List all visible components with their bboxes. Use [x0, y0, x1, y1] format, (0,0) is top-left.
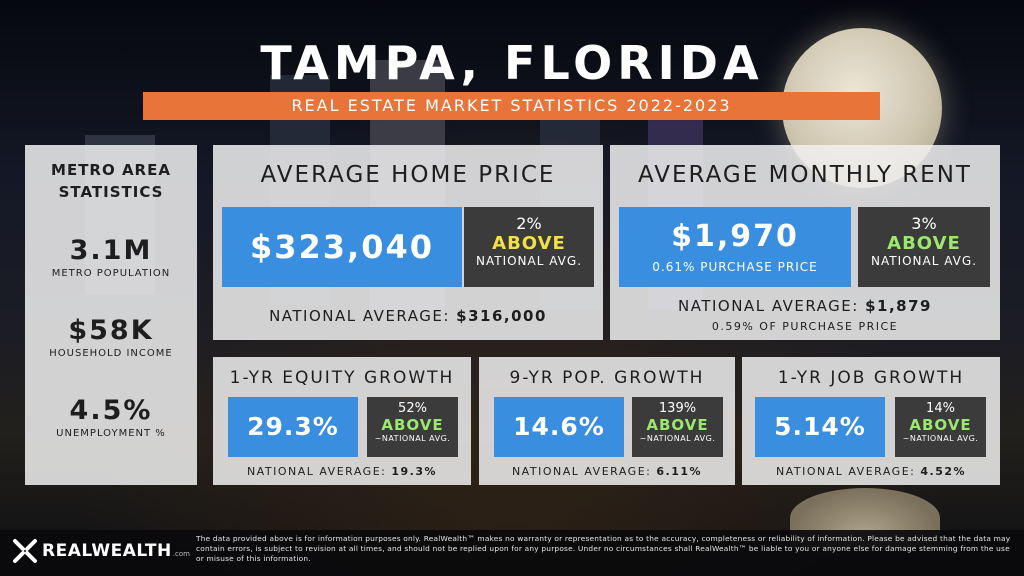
rent-compare-box: 3% ABOVE NATIONAL AVG. — [858, 207, 990, 287]
jobs-national: NATIONAL AVERAGE: 4.52% — [742, 465, 1000, 478]
rent-national-value: $1,879 — [865, 297, 932, 315]
population-compare: ~NATIONAL AVG. — [639, 434, 716, 443]
equity-value: 29.3% — [247, 412, 339, 441]
equity-national-value: 19.3% — [391, 465, 438, 478]
home-price-national: NATIONAL AVERAGE: $316,000 — [213, 307, 603, 325]
metro-stat: $58K HOUSEHOLD INCOME — [25, 315, 197, 359]
home-price-compare-box: 2% ABOVE NATIONAL AVG. — [464, 207, 594, 287]
rent-direction: ABOVE — [887, 233, 961, 254]
population-national-value: 6.11% — [656, 465, 703, 478]
jobs-value: 5.14% — [774, 412, 866, 441]
equity-compare-box: 52% ABOVE ~NATIONAL AVG. — [367, 397, 458, 457]
unemployment-value: 4.5% — [69, 395, 153, 426]
population-value: 14.6% — [513, 412, 605, 441]
metro-heading: METRO AREA STATISTICS — [25, 159, 197, 203]
home-price-value: $323,040 — [249, 228, 434, 266]
footer: REALWEALTH .com The data provided above … — [0, 530, 1024, 576]
jobs-compare-box: 14% ABOVE ~NATIONAL AVG. — [895, 397, 986, 457]
population-compare-box: 139% ABOVE ~NATIONAL AVG. — [632, 397, 723, 457]
population-title: 9-YR POP. GROWTH — [509, 368, 705, 388]
subtitle-banner: REAL ESTATE MARKET STATISTICS 2022-2023 — [143, 92, 880, 120]
brand-name: REALWEALTH — [42, 541, 172, 561]
jobs-national-value: 4.52% — [920, 465, 967, 478]
rent-pct: 3% — [911, 214, 937, 233]
equity-pct: 52% — [398, 401, 427, 416]
rent-national-sub: 0.59% OF PURCHASE PRICE — [711, 320, 899, 333]
home-price-panel: AVERAGE HOME PRICE $323,040 2% ABOVE NAT… — [213, 145, 603, 340]
rent-sub: 0.61% PURCHASE PRICE — [652, 260, 818, 274]
jobs-title: 1-YR JOB GROWTH — [777, 368, 965, 388]
home-price-value-box: $323,040 — [222, 207, 462, 287]
rent-national: NATIONAL AVERAGE: $1,879 — [610, 297, 1000, 315]
home-price-national-label: NATIONAL AVERAGE: — [269, 307, 450, 325]
metro-population-value: 3.1M — [69, 235, 153, 266]
rent-national-label: NATIONAL AVERAGE: — [678, 297, 859, 315]
metro-population-label: METRO POPULATION — [51, 268, 171, 279]
home-price-compare: NATIONAL AVG. — [475, 254, 583, 268]
jobs-value-box: 5.14% — [755, 397, 885, 457]
household-income-label: HOUSEHOLD INCOME — [49, 348, 173, 359]
equity-value-box: 29.3% — [228, 397, 358, 457]
equity-national-label: NATIONAL AVERAGE: — [246, 465, 387, 478]
jobs-compare: ~NATIONAL AVG. — [902, 434, 979, 443]
jobs-panel: 1-YR JOB GROWTH 5.14% 14% ABOVE ~NATIONA… — [742, 357, 1000, 485]
equity-national: NATIONAL AVERAGE: 19.3% — [213, 465, 471, 478]
equity-compare: ~NATIONAL AVG. — [374, 434, 451, 443]
brand-suffix: .com — [172, 550, 190, 558]
population-value-box: 14.6% — [494, 397, 624, 457]
household-income-value: $58K — [68, 315, 154, 346]
rent-value: $1,970 — [671, 219, 799, 254]
home-price-pct: 2% — [516, 214, 542, 233]
home-price-title: AVERAGE HOME PRICE — [260, 162, 556, 188]
page-title: TAMPA, FLORIDA — [260, 36, 764, 90]
equity-panel: 1-YR EQUITY GROWTH 29.3% 52% ABOVE ~NATI… — [213, 357, 471, 485]
realwealth-logo-icon — [12, 538, 38, 564]
population-national: NATIONAL AVERAGE: 6.11% — [479, 465, 735, 478]
jobs-national-label: NATIONAL AVERAGE: — [775, 465, 916, 478]
metro-heading-line1: METRO AREA — [51, 161, 171, 179]
rent-value-box: $1,970 0.61% PURCHASE PRICE — [619, 207, 851, 287]
population-direction: ABOVE — [646, 416, 709, 434]
metro-stat: 4.5% UNEMPLOYMENT % — [25, 395, 197, 439]
equity-title: 1-YR EQUITY GROWTH — [229, 368, 455, 388]
unemployment-label: UNEMPLOYMENT % — [56, 428, 166, 439]
metro-heading-line2: STATISTICS — [58, 183, 164, 201]
population-pct: 139% — [658, 401, 697, 416]
metro-stat: 3.1M METRO POPULATION — [25, 235, 197, 279]
jobs-pct: 14% — [926, 401, 955, 416]
realwealth-logo[interactable]: REALWEALTH .com — [12, 538, 190, 564]
disclaimer-text: The data provided above is for informati… — [196, 534, 1011, 563]
equity-direction: ABOVE — [381, 416, 444, 434]
population-panel: 9-YR POP. GROWTH 14.6% 139% ABOVE ~NATIO… — [479, 357, 735, 485]
jobs-direction: ABOVE — [909, 416, 972, 434]
rent-title: AVERAGE MONTHLY RENT — [638, 162, 972, 188]
rent-compare: NATIONAL AVG. — [870, 254, 978, 268]
home-price-national-value: $316,000 — [456, 307, 547, 325]
metro-stats-panel: METRO AREA STATISTICS 3.1M METRO POPULAT… — [25, 145, 197, 485]
rent-panel: AVERAGE MONTHLY RENT $1,970 0.61% PURCHA… — [610, 145, 1000, 340]
population-national-label: NATIONAL AVERAGE: — [511, 465, 652, 478]
home-price-direction: ABOVE — [492, 233, 566, 254]
